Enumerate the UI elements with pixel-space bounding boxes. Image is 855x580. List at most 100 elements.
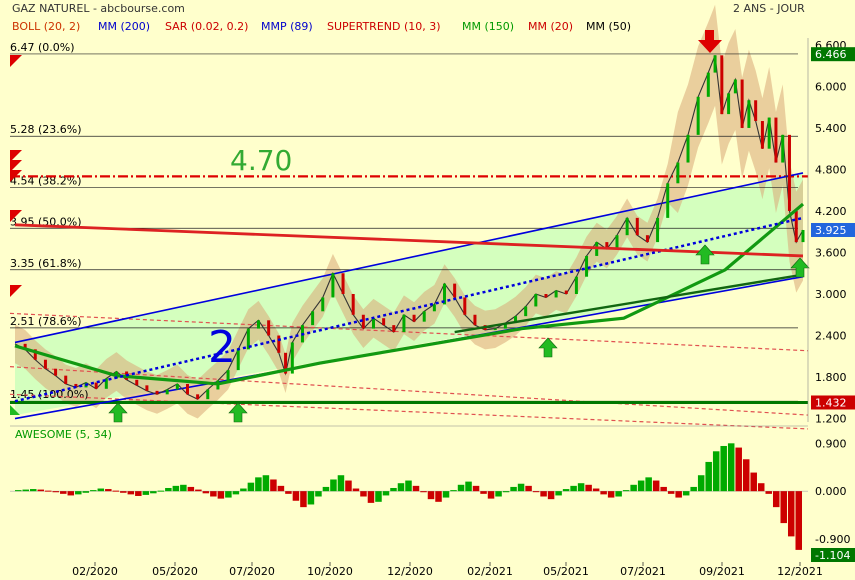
price-candle: [754, 100, 758, 122]
fib-label: 4.54 (38.2%): [10, 174, 82, 187]
oscillator-bar: [735, 447, 742, 492]
price-candle: [720, 55, 724, 115]
price-candle: [733, 79, 737, 94]
oscillator-bar: [360, 491, 367, 497]
oscillator-bar: [60, 491, 67, 494]
oscillator-bar: [607, 491, 615, 498]
price-candle: [23, 343, 27, 350]
price-candle: [625, 217, 629, 236]
oscillator-bar: [52, 491, 60, 493]
oscillator-bar: [270, 479, 277, 492]
price-candle: [774, 117, 778, 163]
oscillator-bar: [555, 491, 562, 496]
oscillator-bar: [690, 486, 697, 492]
oscillator-bar: [795, 491, 802, 550]
oscillator-bar: [142, 491, 150, 495]
oscillator-bar: [397, 483, 405, 492]
oscillator-bar: [97, 488, 105, 492]
sar-marker-icon: [10, 160, 22, 172]
oscillator-bar: [637, 480, 645, 492]
legend-sar: SAR (0.02, 0.2): [165, 20, 249, 33]
oscillator-bar: [225, 491, 232, 498]
low-price-tag-bg: [811, 395, 855, 410]
oscillator-bar: [727, 443, 735, 492]
fib-label: 5.28 (23.6%): [10, 123, 82, 136]
price-candle: [341, 273, 345, 294]
oscillator-bar: [435, 491, 442, 502]
oscillator-bar: [322, 486, 330, 492]
last-price-tag-bg: [811, 47, 855, 62]
price-candle: [760, 121, 764, 149]
price-candle: [585, 255, 589, 277]
last-price-tag: 6.466: [815, 48, 847, 61]
mmp89-line: [14, 216, 804, 403]
current-price-tag-bg: [811, 223, 855, 237]
oscillator-bar: [742, 459, 750, 492]
price-candle: [104, 378, 108, 389]
oscillator-bar: [502, 491, 510, 493]
oscillator-bar: [345, 480, 352, 492]
oscillator-bar: [300, 491, 307, 508]
oscillator-bar: [585, 484, 592, 492]
sell-arrow-icon: [698, 30, 722, 53]
oscillator-bar: [427, 491, 435, 500]
fib-label: 3.35 (61.8%): [10, 257, 82, 270]
oscillator-bar: [382, 491, 390, 496]
oscillator-bar: [547, 491, 555, 500]
oscillator-bar: [450, 490, 457, 492]
price-candle: [54, 368, 58, 376]
price-candle: [135, 379, 139, 386]
price-candle: [257, 320, 261, 329]
price-candle: [696, 96, 700, 135]
oscillator-bar: [667, 491, 675, 494]
sar-marker-icon: [10, 150, 22, 162]
price-candle: [165, 389, 169, 395]
legend-supertrend: SUPERTREND (10, 3): [327, 20, 441, 33]
oscillator-bar: [645, 477, 652, 492]
oscillator-bar: [90, 490, 97, 492]
price-candle: [503, 323, 507, 329]
oscillator-bar: [622, 490, 630, 492]
oscillator-bar: [367, 491, 375, 503]
price-candle: [226, 370, 230, 381]
oscillator-bar: [217, 491, 225, 499]
oscillator-bar: [525, 485, 532, 492]
legend-mm200: MM (200): [98, 20, 151, 33]
y-tick-label: 3.600: [815, 246, 847, 259]
price-candle: [145, 385, 149, 391]
price-candle: [392, 325, 396, 333]
price-candle: [43, 359, 47, 369]
price-candle: [656, 217, 660, 243]
x-tick-label: 10/2020: [307, 565, 353, 578]
price-candle: [236, 349, 240, 371]
support-trendline: [454, 273, 804, 334]
oscillator-bar: [780, 491, 787, 524]
legend-boll: BOLL (20, 2): [12, 20, 81, 33]
oscillator-bar: [540, 491, 547, 497]
price-candle: [514, 316, 518, 324]
oscillator-bar: [127, 491, 135, 495]
price-candle: [311, 311, 315, 326]
green-marker-icon: [10, 405, 20, 415]
y-tick-label: 6.000: [815, 80, 847, 93]
price-candle: [794, 210, 798, 243]
oscillator-bar: [772, 491, 780, 508]
price-candle: [676, 162, 680, 184]
dashed-trendline: [9, 312, 809, 352]
oscillator-last-bg: [811, 548, 855, 562]
oscillator-bar: [577, 483, 585, 492]
chart-period: 2 ANS - JOUR: [733, 2, 805, 15]
oscillator-bar: [30, 489, 37, 492]
price-candle: [185, 383, 189, 395]
sar-marker-icon: [10, 285, 22, 297]
oscillator-last-value: -1.104: [815, 549, 850, 562]
y-tick-label: 5.400: [815, 122, 847, 135]
x-tick-label: 07/2021: [620, 565, 666, 578]
price-candle: [74, 383, 78, 388]
oscillator-bar: [495, 491, 502, 497]
price-candle: [727, 93, 731, 115]
price-candle: [463, 297, 467, 315]
oscillator-label: AWESOME (5, 34): [15, 428, 112, 441]
oscillator-bar: [390, 487, 397, 492]
